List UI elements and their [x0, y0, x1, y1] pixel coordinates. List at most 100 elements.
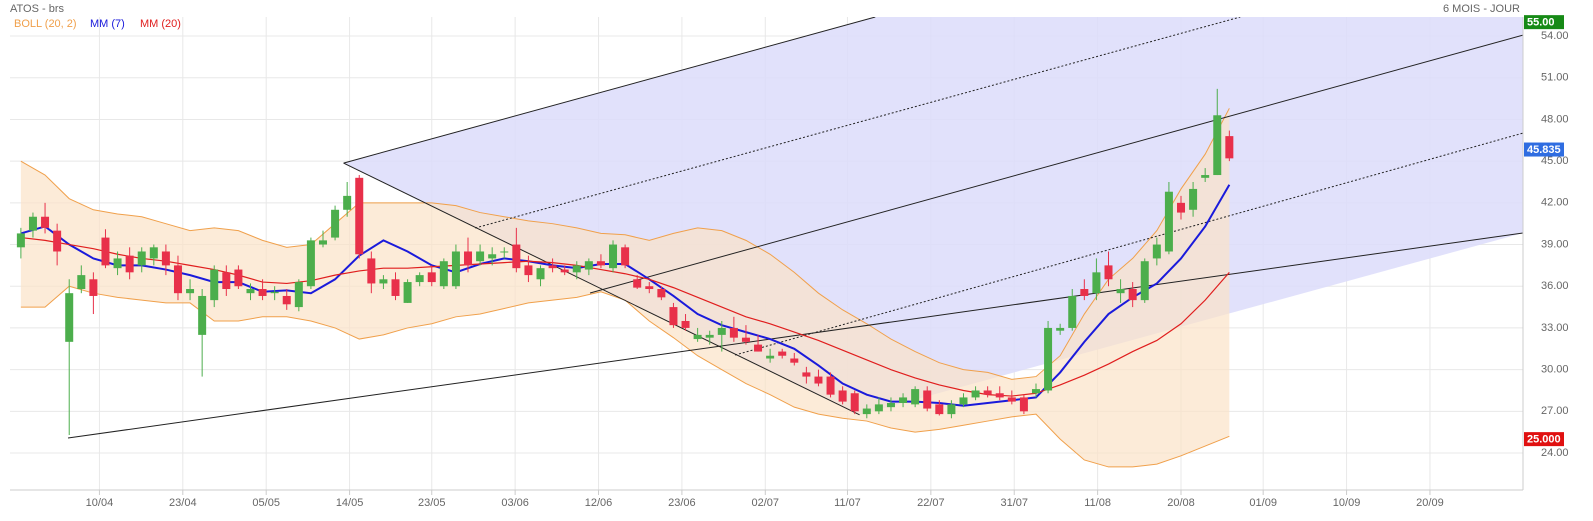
candle-body: [1164, 191, 1173, 252]
candle-body: [681, 320, 690, 328]
x-tick-label: 11/08: [1084, 497, 1111, 509]
candle-body: [1177, 202, 1186, 213]
candle-body: [548, 265, 557, 269]
price-label: 45.835: [1527, 144, 1561, 156]
candle-body: [657, 289, 666, 298]
candle-body: [379, 279, 388, 284]
candle-body: [1116, 289, 1125, 294]
candle-body: [1007, 397, 1016, 402]
chart-title: ATOS - brs: [10, 3, 64, 15]
y-tick-label: 39.00: [1541, 238, 1569, 250]
x-tick-label: 23/06: [668, 497, 696, 509]
x-tick-label: 20/09: [1416, 497, 1444, 509]
candle-body: [318, 240, 327, 245]
candle-body: [137, 251, 146, 266]
pitchfork-line: [475, 17, 1241, 229]
price-label-box: [1524, 432, 1564, 447]
candle-body: [959, 397, 968, 405]
candle-body: [741, 337, 750, 342]
candle-body: [802, 372, 811, 377]
candle-body: [1213, 115, 1222, 176]
candle-body: [53, 230, 62, 252]
candle-body: [1189, 188, 1198, 210]
x-tick-label: 10/04: [86, 497, 114, 509]
candle-body: [355, 177, 364, 255]
bollinger-band: [20, 108, 1230, 467]
candle-body: [415, 275, 424, 283]
candle-body: [790, 358, 799, 363]
candle-body: [1068, 295, 1077, 328]
candle-body: [161, 251, 170, 266]
candle-body: [874, 404, 883, 412]
candle-body: [596, 261, 605, 266]
candle-body: [343, 195, 352, 210]
y-tick-label: 30.00: [1541, 364, 1569, 376]
candle-body: [693, 334, 702, 340]
candle-body: [210, 269, 219, 301]
candle-body: [778, 351, 787, 356]
y-tick-label: 24.00: [1541, 447, 1569, 459]
candle-body: [1225, 136, 1234, 159]
candle-body: [633, 279, 642, 288]
x-tick-label: 20/08: [1167, 497, 1195, 509]
price-label-box: [1524, 15, 1564, 30]
pitchfork-line: [343, 17, 876, 164]
candle-body: [536, 268, 545, 280]
y-tick-label: 45.00: [1541, 155, 1569, 167]
x-tick-label: 10/09: [1333, 497, 1361, 509]
candle-body: [838, 390, 847, 402]
candle-body: [814, 376, 823, 384]
candle-body: [65, 293, 74, 342]
legend-entry: MM (7): [90, 18, 125, 30]
plot-area: [10, 17, 1523, 490]
x-tick-label: 23/04: [169, 497, 197, 509]
candle-body: [16, 233, 25, 248]
candle-body: [524, 265, 533, 276]
pitchfork-line: [734, 132, 1523, 356]
candle-body: [125, 255, 134, 273]
candle-body: [439, 261, 448, 287]
pitchfork-line: [589, 34, 1523, 294]
candle-body: [1080, 289, 1089, 296]
candle-body: [560, 269, 569, 273]
x-tick-label: 31/07: [1000, 497, 1028, 509]
candle-body: [1092, 272, 1101, 294]
candle-body: [149, 247, 158, 259]
price-label: 55.00: [1527, 17, 1555, 29]
candle-body: [282, 295, 291, 305]
candle-body: [294, 282, 303, 308]
candle-body: [1031, 389, 1040, 394]
candle-body: [101, 237, 110, 266]
candle-body: [584, 261, 593, 270]
candle-body: [28, 216, 37, 231]
candle-body: [391, 279, 400, 296]
candle-body: [995, 393, 1004, 398]
candle-body: [1056, 327, 1065, 331]
x-tick-label: 11/07: [834, 497, 861, 509]
candle-body: [234, 269, 243, 287]
candle-body: [89, 279, 98, 296]
candle-body: [1044, 327, 1053, 391]
candle-body: [258, 289, 267, 296]
y-tick-label: 48.00: [1541, 113, 1569, 125]
x-tick-label: 01/09: [1249, 497, 1277, 509]
pitchfork-line: [67, 232, 1523, 439]
bollinger-upper: [20, 108, 1230, 380]
candle-body: [270, 291, 279, 294]
candle-body: [886, 402, 895, 408]
candle-body: [1140, 261, 1149, 301]
candle-body: [621, 247, 630, 266]
candle-body: [41, 216, 50, 228]
moving-average: [20, 236, 1230, 397]
chart-subtitle: 6 MOIS - JOUR: [1443, 3, 1520, 15]
x-tick-label: 14/05: [336, 497, 364, 509]
candle-body: [427, 272, 436, 283]
x-tick-label: 22/07: [917, 497, 945, 509]
pitchfork-line: [343, 162, 860, 416]
candle-body: [923, 390, 932, 409]
candle-body: [464, 251, 473, 266]
candle-body: [669, 307, 678, 326]
candle-body: [77, 275, 86, 290]
candle-body: [1019, 397, 1028, 412]
candle-body: [826, 376, 835, 395]
